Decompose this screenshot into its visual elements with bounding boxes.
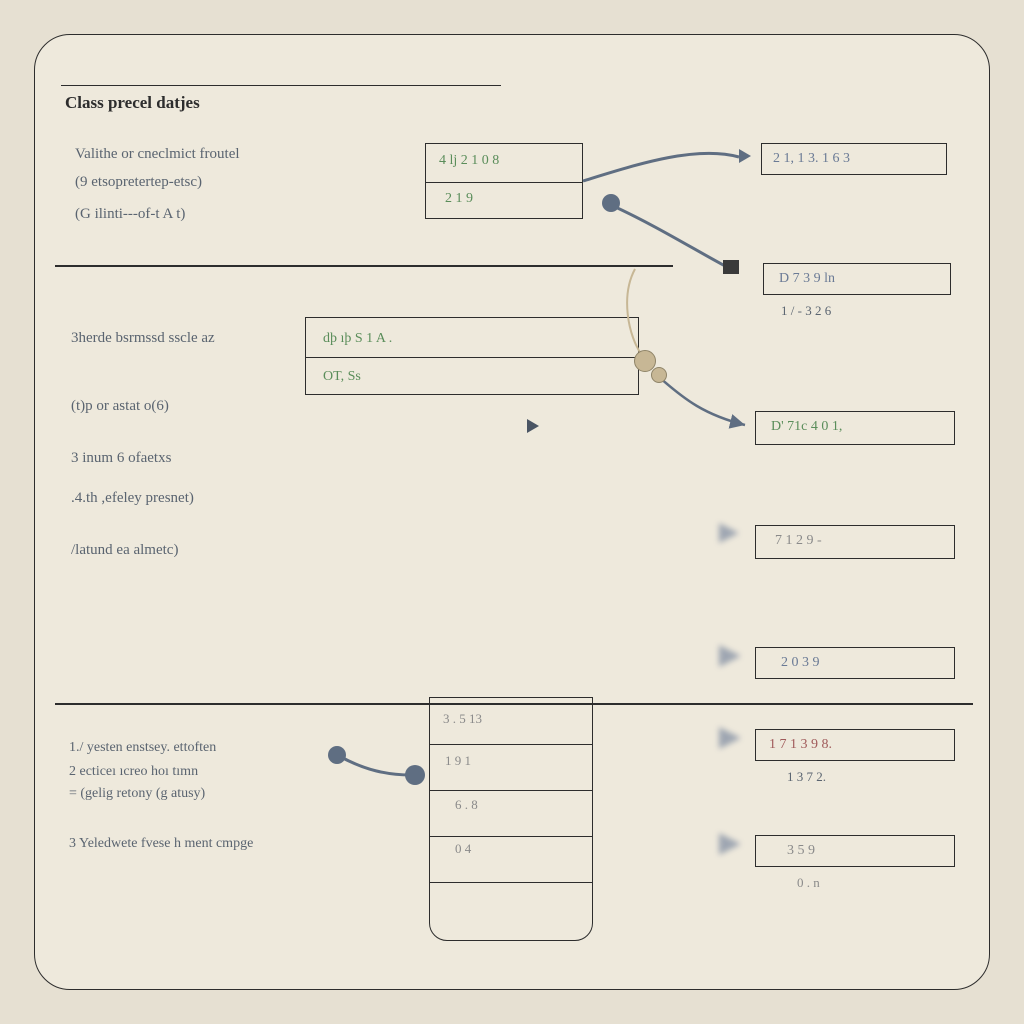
node-n6 (405, 765, 425, 785)
s3-box-right-b-val: 3 5 9 (787, 843, 815, 859)
s3-label-2: 2 ecticeı ıcreo hoı tımn (69, 761, 198, 782)
s2-box-right-grey-val: 7 1 2 9 - (775, 533, 822, 549)
s2-label-2: (t)p or astat o(6) (71, 395, 169, 418)
s3-table3 (429, 697, 593, 941)
s3-label-4: 3 Yeledwete fvese h ment cmpge (69, 833, 253, 854)
s1-table1-r1: 4 lj 2 1 0 8 (439, 153, 499, 169)
blur-arrow-2 (719, 645, 741, 667)
blur-arrow-4 (719, 833, 741, 855)
arrow-tri-401-back (527, 419, 539, 433)
node-n4 (651, 367, 667, 383)
section1-title: Class precel datjes (65, 93, 200, 113)
s2-freetext-r1: 1 / - 3 2 6 (781, 303, 831, 319)
node-n2-rect (723, 260, 739, 274)
s3-freetext-r3: 0 . n (797, 875, 820, 891)
s1-table1-r2: 2 1 9 (445, 191, 473, 207)
s2-label-3: 3 inum 6 ofaetxs (71, 447, 171, 470)
divider-1 (55, 265, 673, 267)
node-n5 (328, 746, 346, 764)
s1-label-3: (G ilinti---of-t A t) (75, 203, 185, 226)
s1-box-right-top-val: 2 1, 1 3. 1 6 3 (773, 151, 850, 167)
s2-label-4: .4.th ,efeley presnet) (71, 487, 194, 510)
blur-arrow-1 (719, 523, 739, 543)
s3-freetext-r2: 1 3 7 2. (787, 769, 826, 785)
s2-table2-r2: OT, Ss (323, 369, 361, 385)
blur-arrow-3 (719, 727, 741, 749)
s3-label-3: = (gelig retony (g atusy) (69, 783, 205, 804)
diagram-card: Class precel datjes Valithe or cneclmict… (34, 34, 990, 990)
s2-box-right-401-val: D' 71c 4 0 1, (771, 419, 842, 435)
s3-box-right-a-val: 1 7 1 3 9 8. (769, 737, 832, 753)
node-n1 (602, 194, 620, 212)
s2-label-1: 3herde bsrmssd sscle az (71, 327, 215, 350)
s2-table2-r1: dþ ıþ S 1 A . (323, 331, 392, 347)
title-underline (61, 85, 501, 86)
s1-label-1: Valithe or cneclmict froutel (75, 143, 240, 166)
s3-t3-r2: 1 9 1 (445, 753, 471, 769)
s3-t3-r1: 3 . 5 13 (443, 711, 482, 727)
s2-box-right-lower-val: 2 0 3 9 (781, 655, 820, 671)
arrow-tri-top (739, 149, 751, 163)
s2-box-right-mid-val: D 7 3 9 ln (779, 271, 835, 287)
s2-label-5: /latund ea almetc) (71, 539, 178, 562)
s3-t3-r4: 0 4 (455, 841, 471, 857)
s1-label-2: (9 etsopretertep-etsc) (75, 171, 202, 194)
s3-t3-r3: 6 . 8 (455, 797, 478, 813)
s3-label-1: 1./ yesten enstsey. ettoften (69, 737, 216, 758)
s3-box-right-b (755, 835, 955, 867)
